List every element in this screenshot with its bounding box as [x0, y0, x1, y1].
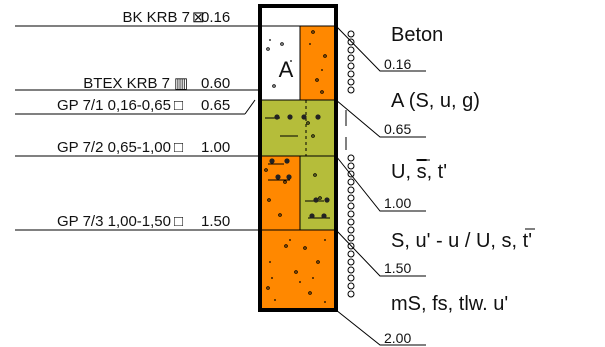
layer-ms: [260, 230, 336, 310]
depth-label: 0.65: [384, 121, 411, 137]
fill-pattern-marks: [269, 114, 330, 219]
layer-s-orange: [260, 156, 300, 230]
layer-description: U, s, t': [391, 161, 447, 183]
sample-label: GP 7/2 0,65-1,00: [57, 139, 171, 156]
depth-label: 1.00: [384, 195, 411, 211]
column-frame: [258, 4, 338, 312]
sample-marker: □: [174, 97, 183, 114]
sample-marker: ⊠: [192, 9, 205, 26]
layer-u: [260, 100, 336, 156]
layer-description: Beton: [391, 24, 443, 46]
sample-depth: 0.60: [201, 75, 230, 92]
circle-column: [347, 30, 355, 298]
sample-line-3-tick: [244, 99, 256, 115]
sample-marker: ▥: [174, 75, 188, 92]
depth-label: 2.00: [384, 330, 411, 346]
layer-a-white: [260, 26, 300, 100]
depth-label: 0.16: [384, 56, 411, 72]
sample-marker: □: [174, 213, 183, 230]
layer-a-orange: [300, 26, 336, 100]
layer-a-letter: A: [279, 57, 294, 82]
fill-pattern: [264, 30, 327, 295]
sample-depth: 1.00: [201, 139, 230, 156]
fill-pattern-dots: [269, 39, 326, 303]
sample-label: GP 7/3 1,00-1,50: [57, 213, 171, 230]
layer-description: mS, fs, tlw. u': [391, 293, 508, 315]
layer-description: A (S, u, g): [391, 90, 480, 112]
sample-depth: 0.65: [201, 97, 230, 114]
sample-label: BK KRB 7: [122, 9, 190, 26]
sample-depth: 1.50: [201, 213, 230, 230]
depth-leaders: [335, 25, 426, 346]
sample-label: GP 7/1 0,16-0,65: [57, 97, 171, 114]
sample-depth: 0.16: [201, 9, 230, 26]
sample-label: BTEX KRB 7: [83, 75, 170, 92]
layer-description: S, u' - u / U, s, t': [391, 230, 532, 252]
layer-beton: [260, 6, 336, 26]
depth-label: 1.50: [384, 260, 411, 276]
layer-s-olive: [300, 156, 336, 230]
sample-marker: □: [174, 139, 183, 156]
